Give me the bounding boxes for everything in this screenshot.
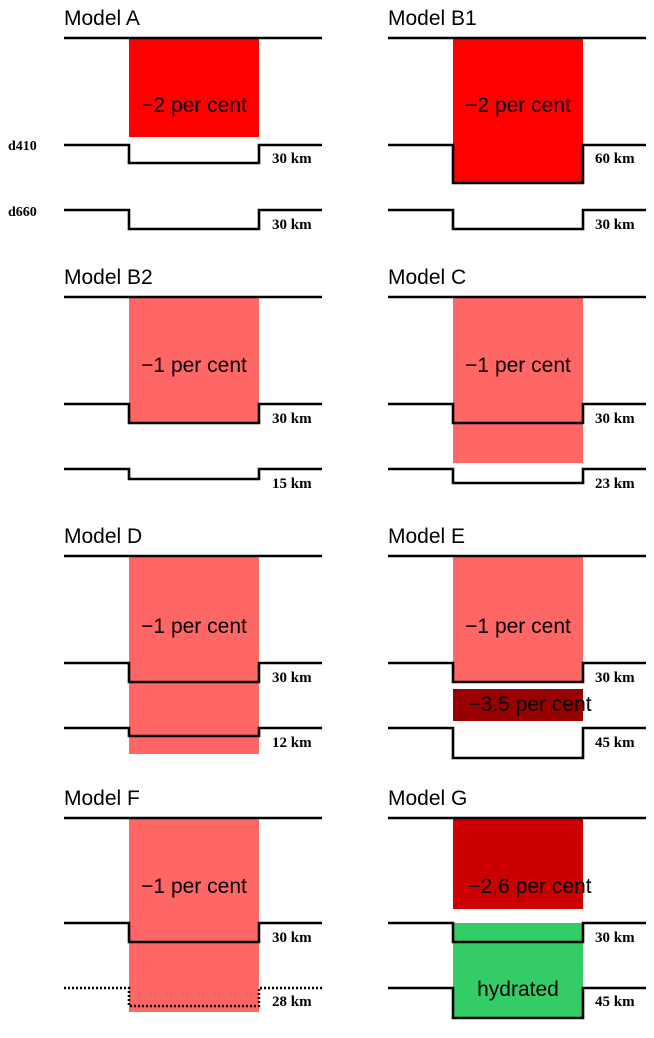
anomaly-label: −1 per cent xyxy=(465,615,571,638)
velocity-anomaly-block xyxy=(129,39,259,137)
velocity-anomaly-block xyxy=(453,39,583,183)
d410-topography-label: 30 km xyxy=(595,930,635,946)
d660-discontinuity xyxy=(64,467,322,481)
panel-model-b2: Model B2 −1 per cent 30 km 15 km xyxy=(64,266,322,492)
d410-discontinuity xyxy=(388,143,646,185)
d410-discontinuity xyxy=(64,661,322,684)
panel-model-c: Model C −1 per cent 30 km 23 km xyxy=(388,266,646,492)
velocity-anomaly-block xyxy=(453,298,583,463)
d410-side-label: d410 xyxy=(8,139,37,154)
velocity-anomaly-block xyxy=(129,557,259,754)
d660-topography-label: 30 km xyxy=(595,217,635,233)
secondary-anomaly-label: −3.5 per cent xyxy=(468,693,591,716)
d410-topography-label: 30 km xyxy=(272,151,312,167)
anomaly-label: −1 per cent xyxy=(141,875,247,898)
d410-discontinuity xyxy=(388,402,646,425)
velocity-anomaly-block xyxy=(129,819,259,1012)
panel-title: Model G xyxy=(388,787,467,810)
d410-topography-label: 30 km xyxy=(272,411,312,427)
velocity-anomaly-block xyxy=(453,557,583,682)
d660-discontinuity xyxy=(388,208,646,231)
d660-topography-label: 45 km xyxy=(595,994,635,1010)
panel-title: Model D xyxy=(64,525,142,548)
d410-discontinuity xyxy=(388,661,646,684)
panel-model-e: Model E −1 per cent −3.5 per cent 30 km … xyxy=(388,525,646,760)
anomaly-label: −1 per cent xyxy=(141,354,247,377)
anomaly-label: −2 per cent xyxy=(465,94,571,117)
d410-topography-label: 30 km xyxy=(595,670,635,686)
d410-discontinuity xyxy=(64,402,322,425)
d660-discontinuity xyxy=(388,986,646,1020)
panel-model-d: Model D −1 per cent 30 km 12 km xyxy=(64,525,322,754)
d660-topography-label: 30 km xyxy=(272,217,312,233)
panel-title: Model E xyxy=(388,525,465,548)
panel-title: Model B2 xyxy=(64,266,153,289)
velocity-anomaly-block xyxy=(453,819,583,909)
velocity-anomaly-block xyxy=(129,298,259,423)
d660-side-label: d660 xyxy=(8,205,37,220)
d410-discontinuity xyxy=(64,921,322,944)
anomaly-label: −2.6 per cent xyxy=(468,875,591,898)
d660-topography-label: 28 km xyxy=(272,994,312,1010)
d410-topography-label: 30 km xyxy=(272,670,312,686)
d660-topography-label: 45 km xyxy=(595,735,635,751)
panel-model-f: Model F −1 per cent 30 km 28 km xyxy=(64,787,322,1012)
d660-topography-label: 12 km xyxy=(272,735,312,751)
d410-topography-label: 30 km xyxy=(595,411,635,427)
panel-model-b1: Model B1 −2 per cent 60 km 30 km xyxy=(388,7,646,233)
panel-model-g: Model G −2.6 per cent hydrated 30 km 45 … xyxy=(388,787,646,1020)
d410-topography-label: 30 km xyxy=(272,930,312,946)
secondary-anomaly-block xyxy=(453,689,583,721)
d660-discontinuity xyxy=(64,208,322,231)
panel-title: Model B1 xyxy=(388,7,477,30)
panel-title: Model A xyxy=(64,7,140,30)
panel-model-a: Model A −2 per cent 30 km 30 km xyxy=(64,7,322,233)
hydrated-region xyxy=(453,923,583,1018)
anomaly-label: −1 per cent xyxy=(465,354,571,377)
d660-topography-label: 15 km xyxy=(272,476,312,492)
anomaly-label: −1 per cent xyxy=(141,615,247,638)
d410-topography-label: 60 km xyxy=(595,151,635,167)
panel-title: Model C xyxy=(388,266,466,289)
panel-title: Model F xyxy=(64,787,140,810)
d660-topography-label: 23 km xyxy=(595,476,635,492)
d660-discontinuity xyxy=(388,467,646,485)
d410-discontinuity xyxy=(388,921,646,944)
d660-discontinuity xyxy=(388,726,646,760)
d660-discontinuity-dotted xyxy=(64,986,322,1008)
d660-discontinuity xyxy=(64,726,322,738)
d410-discontinuity xyxy=(64,143,322,165)
hydrated-label: hydrated xyxy=(477,978,559,1001)
anomaly-label: −2 per cent xyxy=(141,94,247,117)
